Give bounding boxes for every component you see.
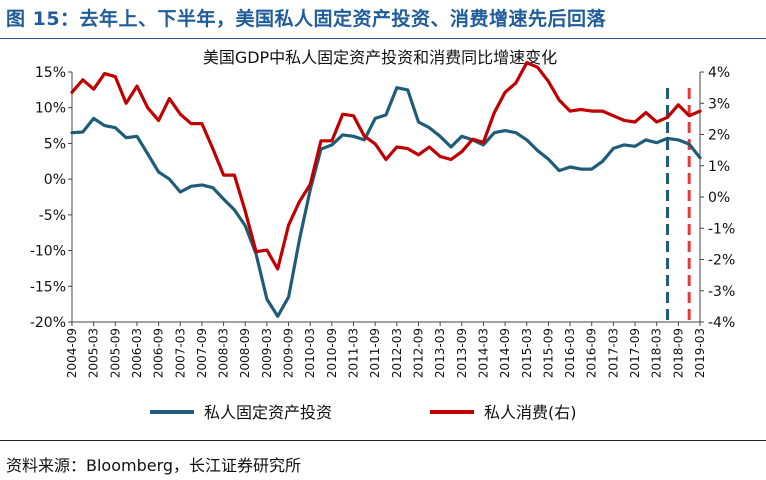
x-tick-label: 2017-03 — [606, 328, 620, 378]
line-chart: 美国GDP中私人固定资产投资和消费同比增速变化 -20% -15% -10% -5% 0… — [30, 48, 735, 422]
series-line-consumption — [70, 61, 702, 271]
x-tick-label: 2015-09 — [541, 328, 555, 378]
right-tick-label: 3% — [708, 96, 730, 112]
right-tick-label: 1% — [708, 159, 730, 175]
left-tick-label: -5% — [39, 208, 66, 224]
x-tick-label: 2010-09 — [325, 328, 339, 378]
left-tick-label: 0% — [44, 172, 66, 188]
x-tick-label: 2011-03 — [347, 328, 361, 378]
chart-axes: -20% -15% -10% -5% 0% 5% 10% 15% -4% -3% -2% -1% 0% 1… — [30, 65, 735, 378]
x-tick-label: 2009-03 — [260, 328, 274, 378]
x-tick-label: 2006-03 — [130, 328, 144, 378]
x-tick-label: 2005-09 — [108, 328, 122, 378]
legend-label: 私人消费(右) — [484, 403, 577, 422]
chart-markers — [666, 88, 691, 322]
left-tick-label: -10% — [30, 244, 66, 260]
x-tick-label: 2012-03 — [390, 328, 404, 378]
left-tick-label: -20% — [30, 315, 66, 331]
right-tick-label: -4% — [708, 315, 735, 331]
right-tick-label: 2% — [708, 128, 730, 144]
chart-title: 美国GDP中私人固定资产投资和消费同比增速变化 — [203, 48, 557, 67]
x-tick-label: 2017-09 — [628, 328, 642, 378]
x-tick-label: 2005-03 — [87, 328, 101, 378]
right-tick-label: 0% — [708, 190, 730, 206]
x-tick-label: 2009-09 — [282, 328, 296, 378]
right-tick-label: 4% — [708, 65, 730, 81]
x-tick-label: 2012-09 — [411, 328, 425, 378]
chart-series — [70, 61, 702, 318]
legend-label: 私人固定资产投资 — [204, 403, 332, 422]
left-tick-label: 15% — [35, 65, 66, 81]
x-tick-label: 2018-03 — [650, 328, 664, 378]
x-tick-label: 2014-09 — [498, 328, 512, 378]
x-tick-label: 2007-09 — [195, 328, 209, 378]
x-tick-label: 2013-03 — [433, 328, 447, 378]
x-tick-label: 2015-03 — [520, 328, 534, 378]
x-tick-label: 2010-03 — [303, 328, 317, 378]
x-tick-label: 2006-09 — [152, 328, 166, 378]
x-tick-label: 2018-09 — [671, 328, 685, 378]
right-tick-label: -1% — [708, 221, 735, 237]
x-tick-label: 2011-09 — [368, 328, 382, 378]
figure-heading: 图 15：去年上、下半年，美国私人固定资产投资、消费增速先后回落 — [6, 8, 607, 30]
heading-divider — [0, 38, 766, 39]
footer-divider — [0, 440, 766, 441]
x-tick-label: 2007-03 — [173, 328, 187, 378]
chart-legend: 私人固定资产投资 私人消费(右) — [150, 403, 577, 422]
left-tick-label: 5% — [44, 136, 66, 152]
x-tick-label: 2016-09 — [585, 328, 599, 378]
x-tick-label: 2008-09 — [238, 328, 252, 378]
source-note: 资料来源：Bloomberg，长江证券研究所 — [6, 456, 302, 475]
x-tick-label: 2013-09 — [455, 328, 469, 378]
x-tick-label: 2016-03 — [563, 328, 577, 378]
right-tick-label: -2% — [708, 253, 735, 269]
left-tick-label: 10% — [35, 101, 66, 117]
x-tick-label: 2019-03 — [693, 328, 707, 378]
series-line-investment — [70, 86, 702, 318]
x-tick-label: 2014-03 — [476, 328, 490, 378]
left-tick-label: -15% — [30, 279, 66, 295]
x-tick-label: 2004-09 — [65, 328, 79, 378]
right-tick-label: -3% — [708, 284, 735, 300]
x-tick-label: 2008-03 — [217, 328, 231, 378]
